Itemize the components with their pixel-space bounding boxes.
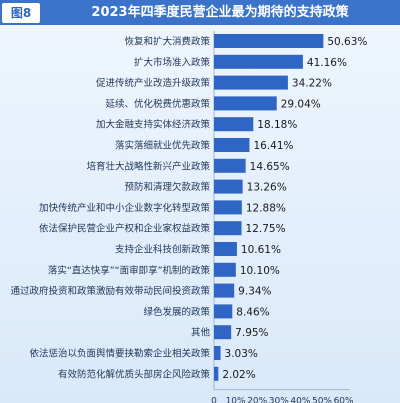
- value-label: 12.75%: [246, 223, 286, 235]
- category-label: 通过政府投资和政策激励有效带动民间投资政策: [10, 285, 210, 297]
- bar: [214, 304, 233, 319]
- bar-chart: 恢复和扩大消费政策 50.63% 扩大市场准入政策 41.16% 促进传统产业改造升级政…: [10, 31, 367, 403]
- x-tick-label: 60%: [334, 397, 354, 403]
- bar: [214, 75, 288, 90]
- value-label: 9.34%: [238, 286, 271, 298]
- category-label: 依法惩治以负面舆情要挟勒索企业相关政策: [29, 348, 210, 360]
- bar: [214, 283, 235, 298]
- category-label: 促进传统产业改造升级政策: [96, 77, 211, 89]
- value-label: 3.03%: [225, 348, 258, 360]
- bar: [214, 138, 250, 152]
- value-label: 7.95%: [235, 327, 268, 339]
- category-label: 有效防范化解优质头部房企风险政策: [58, 368, 211, 380]
- x-tick-label: 10%: [226, 397, 246, 403]
- bar: [214, 117, 254, 132]
- value-label: 34.22%: [292, 78, 332, 90]
- category-label: 加快传统产业和中小企业数字化转型政策: [39, 202, 211, 214]
- value-label: 29.04%: [281, 98, 321, 110]
- category-label: 扩大市场准入政策: [134, 56, 211, 68]
- x-tick-label: 0: [211, 397, 217, 403]
- bar: [214, 200, 242, 215]
- value-label: 2.02%: [222, 369, 255, 381]
- category-label: 恢复和扩大消费政策: [124, 36, 210, 48]
- bar: [214, 96, 277, 111]
- value-label: 8.46%: [236, 306, 269, 318]
- value-label: 16.41%: [253, 140, 293, 152]
- bar: [214, 54, 303, 69]
- category-label: 落实落细就业优先政策: [115, 140, 211, 152]
- x-tick-label: 40%: [290, 397, 310, 403]
- bar: [214, 366, 219, 381]
- category-label: 延续、优化税费优惠政策: [105, 98, 210, 110]
- bar: [214, 221, 242, 236]
- category-label: 预防和清理欠款政策: [124, 181, 210, 193]
- category-label: 绿色发展的政策: [143, 306, 210, 318]
- category-label: 依法保护民营企业产权和企业家权益政策: [39, 223, 211, 235]
- value-label: 50.63%: [327, 36, 367, 48]
- bar: [214, 179, 243, 194]
- x-tick-label: 50%: [312, 397, 332, 403]
- category-label: 落实“直达快享”“面审即享”机制的政策: [48, 264, 211, 276]
- bar: [214, 158, 246, 173]
- category-label: 加大金融支持实体经济政策: [96, 119, 211, 131]
- value-label: 14.65%: [250, 161, 290, 173]
- bar: [214, 34, 324, 48]
- chart-panel: [0, 25, 400, 403]
- value-label: 41.16%: [307, 57, 347, 69]
- value-label: 12.88%: [246, 202, 286, 214]
- value-label: 13.26%: [247, 182, 287, 194]
- bar: [214, 262, 236, 277]
- x-tick-label: 20%: [247, 397, 267, 403]
- value-label: 10.61%: [241, 244, 281, 256]
- value-label: 10.10%: [240, 265, 280, 277]
- bar: [214, 325, 232, 340]
- value-label: 18.18%: [257, 119, 297, 131]
- category-label: 支持企业科技创新政策: [115, 244, 211, 256]
- chart-title: 2023年四季度民营企业最为期待的支持政策: [91, 5, 349, 20]
- x-tick-label: 30%: [269, 397, 289, 403]
- category-label: 其他: [191, 327, 211, 339]
- bar: [214, 242, 237, 256]
- figure-number-badge: 图8: [2, 3, 40, 23]
- category-label: 培育壮大战略性新兴产业政策: [86, 160, 210, 172]
- bar: [214, 346, 221, 360]
